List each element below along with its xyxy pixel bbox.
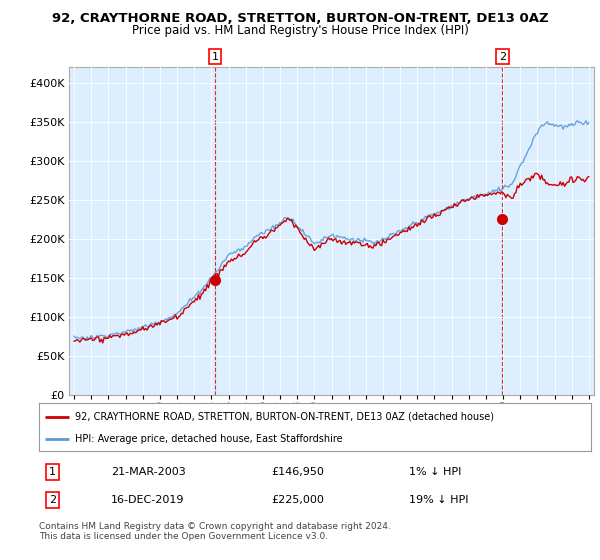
Text: £225,000: £225,000 (271, 495, 324, 505)
Text: 1% ↓ HPI: 1% ↓ HPI (409, 466, 461, 477)
Text: £146,950: £146,950 (271, 466, 324, 477)
Text: 2: 2 (499, 52, 506, 62)
Text: 2: 2 (49, 495, 56, 505)
Text: 16-DEC-2019: 16-DEC-2019 (111, 495, 184, 505)
Text: 19% ↓ HPI: 19% ↓ HPI (409, 495, 469, 505)
Text: Price paid vs. HM Land Registry's House Price Index (HPI): Price paid vs. HM Land Registry's House … (131, 24, 469, 36)
Text: HPI: Average price, detached house, East Staffordshire: HPI: Average price, detached house, East… (75, 434, 343, 444)
Text: 21-MAR-2003: 21-MAR-2003 (111, 466, 185, 477)
Text: 92, CRAYTHORNE ROAD, STRETTON, BURTON-ON-TRENT, DE13 0AZ: 92, CRAYTHORNE ROAD, STRETTON, BURTON-ON… (52, 12, 548, 25)
Text: Contains HM Land Registry data © Crown copyright and database right 2024.
This d: Contains HM Land Registry data © Crown c… (39, 522, 391, 542)
Text: 1: 1 (212, 52, 218, 62)
Text: 1: 1 (49, 466, 56, 477)
Text: 92, CRAYTHORNE ROAD, STRETTON, BURTON-ON-TRENT, DE13 0AZ (detached house): 92, CRAYTHORNE ROAD, STRETTON, BURTON-ON… (75, 412, 494, 422)
